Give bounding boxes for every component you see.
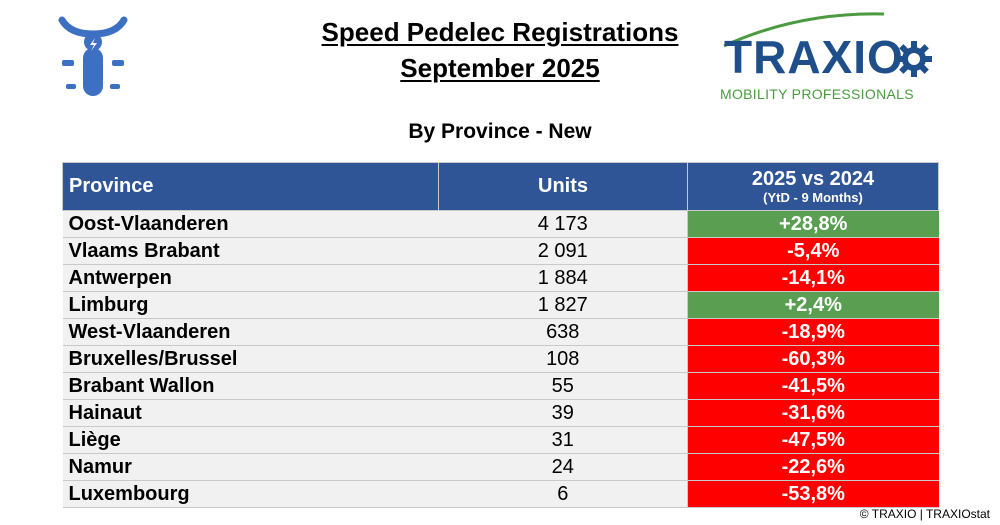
province-cell: West-Vlaanderen bbox=[62, 318, 439, 346]
copyright-footer: © TRAXIO | TRAXIOstat bbox=[859, 507, 990, 521]
page-title: Speed Pedelec Registrations September 20… bbox=[250, 14, 750, 86]
change-cell: -5,4% bbox=[687, 237, 939, 265]
change-cell: +2,4% bbox=[687, 291, 939, 319]
province-cell: Limburg bbox=[62, 291, 439, 319]
column-header-change: 2025 vs 2024 (YtD - 9 Months) bbox=[687, 162, 939, 211]
units-cell: 638 bbox=[438, 318, 688, 346]
table-subtitle: By Province - New bbox=[408, 120, 592, 143]
province-table: Province Units 2025 vs 2024 (YtD - 9 Mon… bbox=[62, 162, 939, 508]
units-cell: 2 091 bbox=[438, 237, 688, 265]
province-cell: Hainaut bbox=[62, 399, 439, 427]
table-row: Namur 24 -22,6% bbox=[62, 453, 939, 481]
title-line-1: Speed Pedelec Registrations bbox=[321, 17, 679, 47]
speed-pedelec-icon bbox=[58, 16, 128, 96]
units-cell: 1 884 bbox=[438, 264, 688, 292]
title-line-2: September 2025 bbox=[400, 53, 600, 83]
column-header-change-label: 2025 vs 2024 bbox=[751, 167, 875, 190]
units-cell: 39 bbox=[438, 399, 688, 427]
units-cell: 6 bbox=[438, 480, 688, 508]
table-row: Limburg 1 827 +2,4% bbox=[62, 291, 939, 319]
traxio-logo: TRAXIO MOBILITY PROFESSIONALS bbox=[718, 6, 943, 106]
units-cell: 4 173 bbox=[438, 210, 688, 238]
province-cell: Liège bbox=[62, 426, 439, 454]
gear-icon bbox=[896, 41, 932, 77]
province-cell: Brabant Wallon bbox=[62, 372, 439, 400]
units-cell: 24 bbox=[438, 453, 688, 481]
table-row: Oost-Vlaanderen 4 173 +28,8% bbox=[62, 210, 939, 238]
change-cell: -14,1% bbox=[687, 264, 939, 292]
table-row: Vlaams Brabant 2 091 -5,4% bbox=[62, 237, 939, 265]
table-header-row: Province Units 2025 vs 2024 (YtD - 9 Mon… bbox=[62, 162, 939, 211]
change-cell: -41,5% bbox=[687, 372, 939, 400]
table-row: Luxembourg 6 -53,8% bbox=[62, 480, 939, 508]
change-cell: -31,6% bbox=[687, 399, 939, 427]
column-header-change-sub: (YtD - 9 Months) bbox=[763, 189, 863, 205]
province-cell: Oost-Vlaanderen bbox=[62, 210, 439, 238]
table-row: Brabant Wallon 55 -41,5% bbox=[62, 372, 939, 400]
logo-swoosh-icon bbox=[723, 12, 885, 48]
units-cell: 31 bbox=[438, 426, 688, 454]
table-row: Antwerpen 1 884 -14,1% bbox=[62, 264, 939, 292]
change-cell: -53,8% bbox=[687, 480, 939, 508]
column-header-units: Units bbox=[438, 162, 688, 211]
province-cell: Bruxelles/Brussel bbox=[62, 345, 439, 373]
units-cell: 108 bbox=[438, 345, 688, 373]
change-cell: -60,3% bbox=[687, 345, 939, 373]
logo-tagline: MOBILITY PROFESSIONALS bbox=[720, 86, 914, 102]
units-cell: 55 bbox=[438, 372, 688, 400]
table-row: Liège 31 -47,5% bbox=[62, 426, 939, 454]
province-cell: Luxembourg bbox=[62, 480, 439, 508]
units-cell: 1 827 bbox=[438, 291, 688, 319]
province-cell: Namur bbox=[62, 453, 439, 481]
table-body: Oost-Vlaanderen 4 173 +28,8% Vlaams Brabant… bbox=[62, 210, 939, 508]
province-cell: Vlaams Brabant bbox=[62, 237, 439, 265]
table-row: Bruxelles/Brussel 108 -60,3% bbox=[62, 345, 939, 373]
change-cell: -22,6% bbox=[687, 453, 939, 481]
table-row: West-Vlaanderen 638 -18,9% bbox=[62, 318, 939, 346]
change-cell: +28,8% bbox=[687, 210, 939, 238]
province-cell: Antwerpen bbox=[62, 264, 439, 292]
logo-name: TRAXIO bbox=[724, 31, 904, 83]
table-row: Hainaut 39 -31,6% bbox=[62, 399, 939, 427]
column-header-province: Province bbox=[62, 162, 439, 211]
change-cell: -18,9% bbox=[687, 318, 939, 346]
change-cell: -47,5% bbox=[687, 426, 939, 454]
